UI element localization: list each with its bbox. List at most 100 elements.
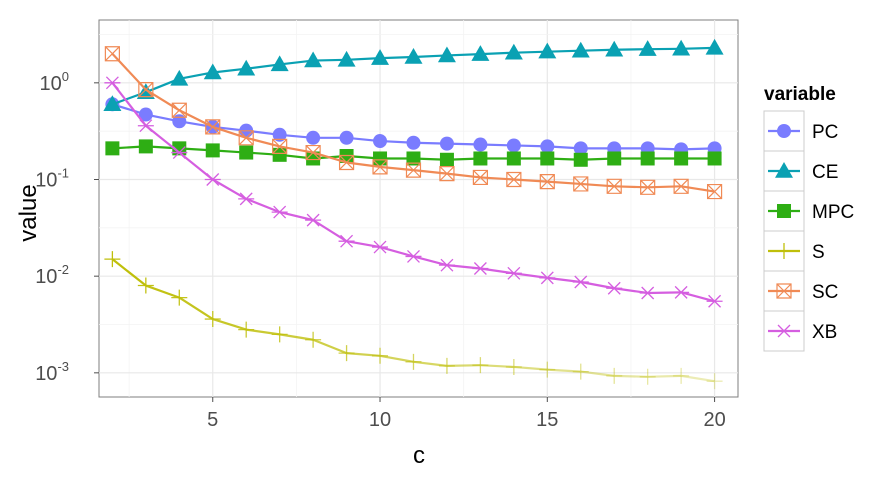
data-point-group bbox=[138, 107, 153, 122]
data-point-group bbox=[272, 147, 287, 162]
series-segment bbox=[379, 354, 414, 363]
data-point-group bbox=[205, 143, 220, 158]
data-point-group bbox=[706, 373, 723, 390]
data-point bbox=[674, 151, 689, 166]
data-point-group bbox=[406, 135, 421, 150]
data-point-group bbox=[673, 367, 690, 384]
data-point bbox=[573, 141, 588, 156]
data-point bbox=[204, 173, 221, 186]
data-point-group bbox=[272, 127, 287, 142]
data-point bbox=[504, 43, 523, 60]
data-point-group bbox=[305, 331, 322, 348]
series-segment bbox=[178, 296, 214, 320]
data-point bbox=[337, 50, 356, 67]
data-point bbox=[138, 107, 153, 122]
series-segment bbox=[212, 318, 247, 331]
data-point-group bbox=[707, 151, 722, 166]
data-point-group bbox=[105, 141, 120, 156]
data-point-group bbox=[337, 50, 356, 67]
series-segment bbox=[145, 124, 180, 154]
data-point-group bbox=[136, 83, 155, 99]
data-point bbox=[203, 63, 222, 80]
series-segment bbox=[580, 280, 615, 290]
series-segment bbox=[614, 185, 648, 189]
data-point-group bbox=[472, 357, 489, 374]
data-point bbox=[706, 294, 723, 308]
plot-series bbox=[103, 38, 724, 390]
data-point bbox=[239, 145, 254, 160]
data-point-group bbox=[372, 240, 389, 254]
data-point-group bbox=[405, 353, 422, 370]
legend-item-s: S bbox=[763, 230, 825, 272]
series-segment bbox=[480, 51, 514, 56]
series-segment bbox=[212, 67, 247, 74]
series-segment bbox=[547, 368, 581, 373]
data-point-group bbox=[170, 69, 189, 86]
data-point-group bbox=[538, 42, 557, 59]
data-point bbox=[272, 127, 287, 142]
data-point bbox=[673, 367, 690, 384]
y-axis-ticks: 100 10-1 10-2 10-3 bbox=[35, 69, 99, 385]
series-segment bbox=[413, 360, 448, 367]
series-segment bbox=[279, 59, 314, 66]
series-segment bbox=[580, 182, 615, 188]
series-segment bbox=[680, 374, 715, 383]
data-point-group bbox=[238, 130, 254, 146]
data-point bbox=[339, 130, 354, 145]
data-point-group bbox=[172, 141, 187, 156]
data-point-group bbox=[137, 277, 154, 294]
legend-item-pc: PC bbox=[763, 110, 838, 152]
series-segment bbox=[480, 267, 515, 275]
y-tick-label: 10-2 bbox=[35, 262, 69, 288]
data-point bbox=[572, 363, 589, 380]
data-point-group bbox=[238, 321, 255, 338]
series-segment bbox=[547, 276, 581, 284]
series-segment bbox=[446, 172, 481, 179]
data-point bbox=[673, 178, 689, 194]
data-point bbox=[640, 151, 655, 166]
data-point bbox=[438, 258, 455, 272]
data-point bbox=[405, 353, 422, 370]
data-point bbox=[775, 162, 793, 178]
data-point bbox=[104, 76, 121, 90]
series-xb bbox=[104, 76, 723, 308]
data-point-group bbox=[372, 159, 388, 175]
data-point-group bbox=[203, 63, 222, 80]
data-point-group bbox=[272, 138, 288, 154]
data-point-group bbox=[573, 176, 589, 192]
data-point bbox=[473, 137, 488, 152]
data-point bbox=[571, 41, 590, 58]
data-point-group bbox=[505, 358, 522, 375]
data-point bbox=[472, 357, 489, 374]
data-point bbox=[573, 176, 589, 192]
data-point-group bbox=[505, 266, 522, 280]
data-point-group bbox=[639, 368, 656, 385]
data-point-group bbox=[406, 151, 421, 166]
data-point-group bbox=[705, 38, 724, 55]
legend: variable PC CE MPC S SC XB bbox=[763, 84, 854, 352]
data-point-group bbox=[506, 171, 522, 188]
data-point bbox=[606, 178, 622, 194]
data-point-group bbox=[104, 76, 121, 90]
legend-item-ce: CE bbox=[763, 150, 838, 192]
data-point-group bbox=[204, 311, 221, 328]
data-point-group bbox=[306, 151, 321, 166]
series-segment bbox=[145, 284, 180, 299]
data-point-group bbox=[171, 289, 188, 306]
series-segment bbox=[178, 151, 214, 181]
series-segment bbox=[346, 161, 381, 168]
data-point-group bbox=[673, 285, 690, 299]
legend-item-sc: SC bbox=[763, 270, 838, 312]
data-point-group bbox=[104, 46, 120, 62]
data-point bbox=[706, 373, 723, 390]
x-tick-label: 15 bbox=[536, 409, 558, 431]
data-point bbox=[205, 143, 220, 158]
data-point-group bbox=[404, 48, 423, 64]
series-segment bbox=[245, 136, 280, 148]
data-point bbox=[238, 130, 254, 146]
data-point-group bbox=[572, 363, 589, 380]
data-point bbox=[405, 249, 422, 263]
data-point bbox=[437, 46, 456, 63]
data-point bbox=[439, 152, 454, 167]
